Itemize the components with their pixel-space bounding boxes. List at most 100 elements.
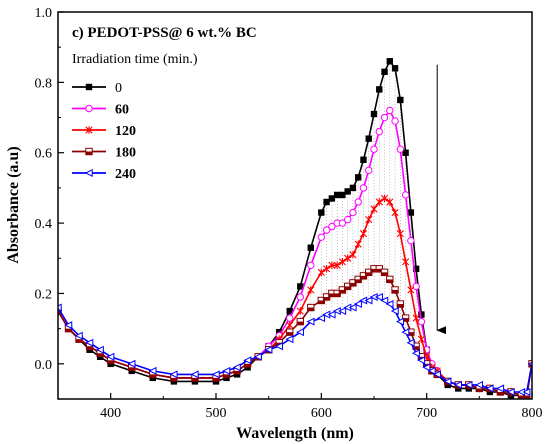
data-point (264, 345, 273, 354)
data-point (365, 166, 373, 175)
data-point (407, 286, 415, 294)
data-point-fill (212, 377, 220, 382)
data-point (365, 215, 373, 224)
data-point (485, 384, 494, 393)
data-point (386, 106, 394, 115)
data-point (322, 226, 331, 234)
y-tick-label: 0.6 (35, 147, 53, 162)
data-point (333, 261, 341, 270)
data-point (344, 188, 351, 195)
data-point (348, 303, 357, 312)
legend-item-180: 180 (72, 146, 136, 161)
data-point (285, 335, 294, 344)
data-point-fill (318, 300, 325, 304)
data-point (396, 317, 405, 326)
data-point-fill (360, 275, 367, 280)
data-point-fill (412, 346, 420, 350)
series-240 (58, 292, 532, 396)
data-point (432, 370, 441, 379)
data-point (391, 65, 399, 72)
data-point (307, 244, 314, 251)
data-point-fill (381, 272, 388, 276)
data-point-fill (96, 353, 104, 357)
data-point (286, 314, 294, 322)
data-point (323, 198, 330, 206)
data-point (317, 314, 326, 323)
data-point (253, 352, 262, 361)
data-point (355, 174, 362, 181)
data-point (417, 317, 426, 326)
data-point-fill (376, 268, 383, 273)
data-point (307, 286, 315, 294)
data-point-fill (85, 151, 93, 155)
data-point (496, 384, 505, 393)
data-point-fill (402, 318, 409, 322)
data-point (338, 257, 346, 266)
data-point (295, 328, 304, 337)
data-point (95, 345, 104, 354)
data-point-fill (339, 289, 346, 294)
data-point (396, 229, 404, 238)
data-point (402, 149, 409, 156)
data-point (386, 198, 394, 206)
x-tick-label: 500 (206, 406, 227, 421)
x-tick-label: 400 (100, 406, 121, 421)
data-point (370, 145, 378, 153)
data-point-fill (191, 377, 199, 382)
series-180 (58, 265, 532, 399)
data-point (353, 299, 362, 309)
data-point (333, 191, 341, 199)
data-point-fill (75, 339, 83, 343)
data-point (318, 209, 325, 216)
data-point (360, 156, 367, 163)
legend-item-240: 240 (72, 167, 136, 182)
data-point (464, 380, 473, 389)
data-point (380, 113, 389, 122)
data-point (344, 254, 352, 263)
data-point (85, 83, 93, 91)
y-tick-label: 0.8 (35, 76, 53, 91)
data-point (402, 257, 410, 266)
data-point (349, 184, 357, 192)
data-point (412, 314, 420, 322)
y-tick-label: 0.4 (35, 217, 53, 232)
data-point-fill (355, 279, 362, 283)
data-point (85, 104, 93, 113)
data-point-fill (170, 377, 178, 382)
series-line (58, 59, 532, 397)
y-tick-label: 0.0 (35, 358, 53, 373)
legend-title: Irradiation time (min.) (72, 52, 198, 67)
data-point (343, 215, 352, 224)
data-point (386, 58, 393, 65)
data-point-fill (86, 346, 93, 350)
chart-title: c) PEDOT-PSS@ 6 wt.% BC (72, 25, 257, 41)
legend-item-0: 0 (72, 81, 122, 96)
data-point-fill (344, 286, 351, 290)
data-point (375, 127, 383, 136)
data-point (374, 292, 383, 301)
data-point-fill (323, 296, 330, 301)
legend-item-120: 120 (72, 124, 136, 139)
legend-label: 0 (115, 81, 122, 96)
data-point (401, 328, 410, 337)
data-point (106, 352, 115, 361)
data-point (354, 240, 362, 248)
data-point (406, 338, 415, 347)
data-point (232, 363, 241, 372)
data-point (381, 68, 388, 76)
legend-label: 180 (115, 146, 136, 161)
data-point-fill (65, 328, 72, 332)
data-point (417, 335, 425, 343)
data-point (527, 361, 532, 366)
x-tick-label: 800 (522, 406, 543, 421)
data-point (412, 282, 420, 291)
data-point-fill (391, 289, 399, 294)
data-point (522, 387, 531, 396)
data-point (407, 236, 415, 245)
data-point (317, 268, 325, 277)
data-point-fill (297, 321, 304, 325)
data-point (317, 233, 326, 241)
data-point (169, 370, 178, 379)
data-point (286, 307, 293, 315)
